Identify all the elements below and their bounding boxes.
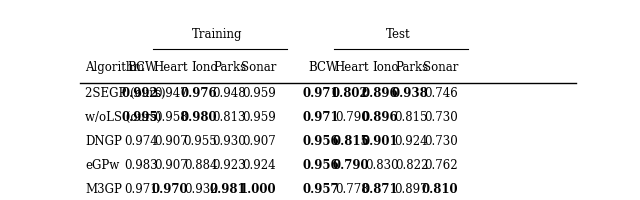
Text: Parks: Parks: [213, 61, 246, 74]
Text: 0.830: 0.830: [365, 158, 399, 171]
Text: 0.896: 0.896: [362, 111, 399, 124]
Text: 0.938: 0.938: [392, 87, 428, 100]
Text: 0.971: 0.971: [124, 182, 158, 195]
Text: 0.971: 0.971: [302, 87, 339, 100]
Text: 0.971: 0.971: [302, 111, 339, 124]
Text: 0.815: 0.815: [395, 111, 428, 124]
Text: 0.974: 0.974: [124, 135, 158, 148]
Text: eGPw: eGPw: [85, 158, 119, 171]
Text: 0.947: 0.947: [154, 87, 188, 100]
Text: Iono: Iono: [191, 61, 218, 74]
Text: 0.907: 0.907: [242, 135, 276, 148]
Text: 0.907: 0.907: [154, 158, 188, 171]
Text: 0.924: 0.924: [395, 135, 428, 148]
Text: 0.956: 0.956: [302, 158, 339, 171]
Text: 0.730: 0.730: [424, 111, 458, 124]
Text: w/oLS (ours): w/oLS (ours): [85, 111, 161, 124]
Text: Sonar: Sonar: [422, 61, 458, 74]
Text: Test: Test: [386, 28, 411, 41]
Text: 0.901: 0.901: [362, 135, 399, 148]
Text: DNGP: DNGP: [85, 135, 122, 148]
Text: 0.746: 0.746: [424, 87, 458, 100]
Text: 0.810: 0.810: [421, 182, 458, 195]
Text: 0.923: 0.923: [212, 158, 246, 171]
Text: 0.730: 0.730: [424, 135, 458, 148]
Text: 0.995: 0.995: [121, 111, 158, 124]
Text: 1.000: 1.000: [239, 182, 276, 195]
Text: 0.992: 0.992: [121, 87, 158, 100]
Text: 0.896: 0.896: [362, 87, 399, 100]
Text: 0.897: 0.897: [395, 182, 428, 195]
Text: 0.958: 0.958: [154, 111, 188, 124]
Text: M3GP: M3GP: [85, 182, 122, 195]
Text: 0.815: 0.815: [332, 135, 369, 148]
Text: 0.871: 0.871: [362, 182, 399, 195]
Text: 0.790: 0.790: [332, 158, 369, 171]
Text: 0.970: 0.970: [151, 182, 188, 195]
Text: 0.959: 0.959: [242, 87, 276, 100]
Text: Iono: Iono: [372, 61, 399, 74]
Text: 0.932: 0.932: [184, 182, 218, 195]
Text: Heart: Heart: [334, 61, 369, 74]
Text: 0.762: 0.762: [424, 158, 458, 171]
Text: 0.778: 0.778: [335, 182, 369, 195]
Text: 0.976: 0.976: [180, 87, 218, 100]
Text: Algorithm: Algorithm: [85, 61, 145, 74]
Text: 0.956: 0.956: [302, 135, 339, 148]
Text: Training: Training: [191, 28, 242, 41]
Text: 0.980: 0.980: [180, 111, 218, 124]
Text: BCW: BCW: [308, 61, 339, 74]
Text: 0.802: 0.802: [332, 87, 369, 100]
Text: 0.813: 0.813: [212, 111, 246, 124]
Text: 0.983: 0.983: [124, 158, 158, 171]
Text: 0.981: 0.981: [209, 182, 246, 195]
Text: BCW: BCW: [128, 61, 158, 74]
Text: Parks: Parks: [395, 61, 428, 74]
Text: 0.924: 0.924: [243, 158, 276, 171]
Text: 0.930: 0.930: [212, 135, 246, 148]
Text: 0.955: 0.955: [184, 135, 218, 148]
Text: 0.884: 0.884: [184, 158, 218, 171]
Text: 0.957: 0.957: [302, 182, 339, 195]
Text: 0.959: 0.959: [242, 111, 276, 124]
Text: 0.790: 0.790: [335, 111, 369, 124]
Text: 0.907: 0.907: [154, 135, 188, 148]
Text: 2SEGP (ours): 2SEGP (ours): [85, 87, 166, 100]
Text: 0.948: 0.948: [212, 87, 246, 100]
Text: Heart: Heart: [153, 61, 188, 74]
Text: Sonar: Sonar: [241, 61, 276, 74]
Text: 0.822: 0.822: [395, 158, 428, 171]
